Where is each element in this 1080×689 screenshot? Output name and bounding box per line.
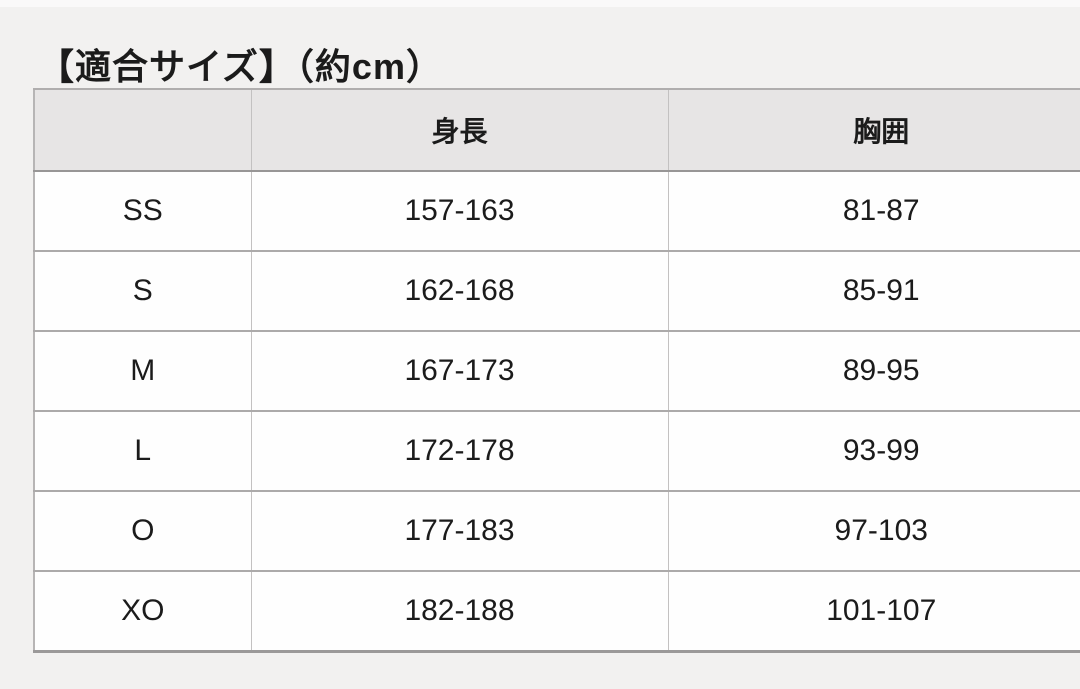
chest-cell: 97-103 <box>667 491 1080 572</box>
size-cell: XO <box>34 571 251 652</box>
height-cell: 172-178 <box>250 411 668 492</box>
size-cell: M <box>34 331 251 412</box>
height-cell: 162-168 <box>250 251 668 332</box>
size-cell: L <box>34 411 251 492</box>
chest-cell: 89-95 <box>667 331 1080 412</box>
chest-cell: 81-87 <box>667 171 1080 252</box>
table-row: O 177-183 97-103 <box>34 491 1080 572</box>
chest-cell: 85-91 <box>667 251 1080 332</box>
size-cell: S <box>34 251 251 332</box>
size-cell: O <box>34 491 251 572</box>
top-highlight-strip <box>0 0 1080 7</box>
chest-cell: 93-99 <box>667 411 1080 492</box>
size-cell: SS <box>34 171 251 252</box>
column-header-size <box>34 89 251 172</box>
height-cell: 167-173 <box>250 331 668 412</box>
height-cell: 177-183 <box>250 491 668 572</box>
column-header-height: 身長 <box>250 89 668 172</box>
chest-cell: 101-107 <box>667 571 1080 652</box>
height-cell: 182-188 <box>250 571 668 652</box>
column-header-chest: 胸囲 <box>667 89 1080 172</box>
table-header-row: 身長 胸囲 <box>34 89 1080 172</box>
size-chart-table: 身長 胸囲 SS 157-163 81-87 S 162-168 85-91 M… <box>33 88 1080 653</box>
table-row: S 162-168 85-91 <box>34 251 1080 332</box>
table-row: XO 182-188 101-107 <box>34 571 1080 652</box>
table-row: SS 157-163 81-87 <box>34 171 1080 252</box>
table-row: M 167-173 89-95 <box>34 331 1080 412</box>
height-cell: 157-163 <box>250 171 668 252</box>
page-title: 【適合サイズ】（約cm） <box>38 46 443 87</box>
table-row: L 172-178 93-99 <box>34 411 1080 492</box>
